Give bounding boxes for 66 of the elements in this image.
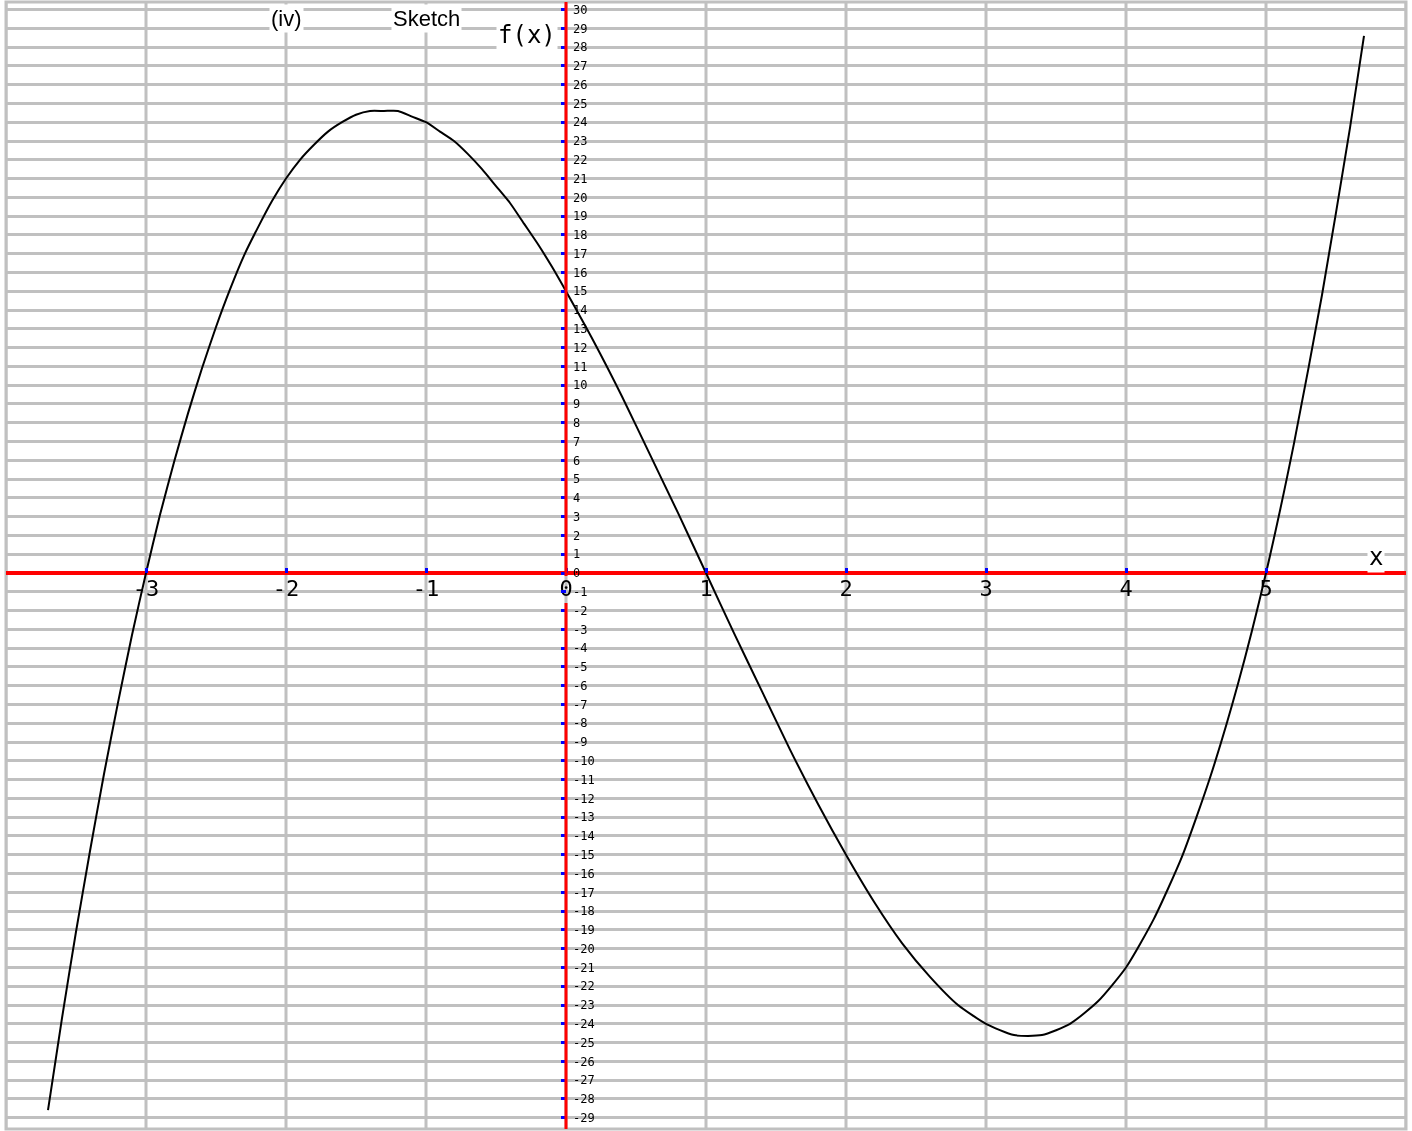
y-tick-label: -25: [573, 1035, 595, 1050]
y-tick-label: 5: [573, 472, 581, 487]
y-tick-label: 10: [573, 378, 588, 393]
y-tick-label: 30: [573, 2, 588, 17]
x-tick-label: 2: [839, 576, 853, 602]
y-tick-label: -16: [573, 866, 595, 881]
y-tick-label: -5: [573, 660, 588, 675]
x-tick-label: 4: [1119, 576, 1133, 602]
y-tick-label: 15: [573, 284, 588, 299]
y-tick-label: -4: [573, 641, 588, 656]
y-tick-label: -12: [573, 791, 595, 806]
x-axis-title: x: [1369, 543, 1384, 571]
y-tick-label: -11: [573, 772, 595, 787]
y-tick-label: 28: [573, 40, 588, 55]
x-tick-label: -2: [272, 576, 300, 602]
y-tick-label: -7: [573, 697, 588, 712]
y-tick-label: 11: [573, 359, 588, 374]
y-tick-label: -20: [573, 941, 595, 956]
x-tick-label: 3: [979, 576, 993, 602]
y-tick-label: -3: [573, 622, 588, 637]
y-tick-label: -28: [573, 1092, 595, 1107]
y-tick-label: -24: [573, 1017, 595, 1032]
y-tick-label: -23: [573, 998, 595, 1013]
y-tick-label: 2: [573, 528, 581, 543]
y-tick-label: -13: [573, 810, 595, 825]
y-tick-label: 4: [573, 491, 581, 506]
y-tick-label: 17: [573, 246, 588, 261]
y-tick-label: 24: [573, 115, 588, 130]
y-tick-label: 7: [573, 434, 581, 449]
y-tick-label: 26: [573, 77, 588, 92]
y-tick-label: -18: [573, 904, 595, 919]
y-tick-label: -14: [573, 829, 595, 844]
y-tick-label: 29: [573, 21, 588, 36]
y-axis-title: f(x): [498, 21, 556, 49]
y-tick-label: 12: [573, 340, 588, 355]
y-tick-label: -15: [573, 847, 595, 862]
y-tick-label: 20: [573, 190, 588, 205]
y-tick-label: -27: [573, 1073, 595, 1088]
x-tick-label: -1: [412, 576, 440, 602]
y-tick-label: 16: [573, 265, 588, 280]
y-tick-label: 18: [573, 228, 588, 243]
y-tick-label: -8: [573, 716, 588, 731]
y-tick-label: 6: [573, 453, 581, 468]
y-tick-label: 21: [573, 171, 588, 186]
y-tick-label: 3: [573, 509, 581, 524]
y-tick-label: -19: [573, 923, 595, 938]
x-tick-label: 1: [699, 576, 713, 602]
y-tick-label: 27: [573, 59, 588, 74]
y-tick-label: -17: [573, 885, 595, 900]
y-tick-label: 9: [573, 397, 581, 412]
y-tick-label: 19: [573, 209, 588, 224]
y-tick-label: 23: [573, 134, 588, 149]
y-tick-label: -21: [573, 960, 595, 975]
y-tick-label: 25: [573, 96, 588, 111]
y-tick-label: -9: [573, 735, 588, 750]
y-tick-label: -2: [573, 603, 588, 618]
y-tick-label: 8: [573, 415, 581, 430]
y-tick-label: -29: [573, 1110, 595, 1125]
y-tick-label: 22: [573, 152, 588, 167]
annotation: (iv): [271, 6, 302, 31]
y-tick-label: -22: [573, 979, 595, 994]
y-tick-label: -26: [573, 1054, 595, 1069]
y-tick-label: -10: [573, 754, 595, 769]
y-tick-label: -6: [573, 678, 588, 693]
y-tick-label: 1: [573, 547, 581, 562]
annotation: Sketch: [393, 6, 461, 31]
